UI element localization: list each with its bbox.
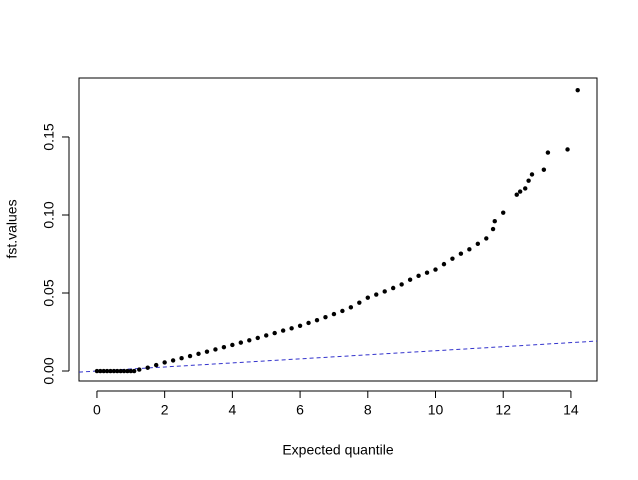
point: [137, 367, 142, 372]
y-tick-label: 0.15: [41, 123, 57, 150]
point: [575, 87, 580, 93]
point: [467, 247, 472, 252]
point: [357, 300, 362, 305]
point: [526, 178, 531, 183]
point: [125, 368, 130, 374]
point: [230, 342, 235, 348]
point: [247, 338, 252, 343]
point: [399, 282, 404, 287]
point: [306, 320, 311, 326]
point: [348, 305, 354, 310]
point: [390, 285, 396, 291]
x-tick-label: 6: [296, 402, 304, 418]
point: [323, 314, 328, 320]
point: [382, 289, 387, 294]
x-axis-label: Expected quantile: [282, 442, 394, 458]
point: [529, 172, 535, 177]
point: [517, 189, 523, 194]
point: [365, 295, 370, 300]
point: [115, 368, 120, 374]
point: [523, 186, 528, 191]
point: [450, 256, 455, 261]
x-tick-label: 14: [563, 402, 579, 418]
y-tick-label: 0.10: [41, 201, 57, 228]
point: [441, 261, 447, 267]
x-tick-label: 10: [428, 402, 444, 418]
point: [475, 241, 481, 247]
point: [101, 368, 106, 374]
point: [108, 368, 113, 374]
point: [374, 292, 379, 297]
point: [111, 368, 117, 374]
point: [153, 362, 159, 368]
point: [264, 333, 269, 338]
point: [131, 368, 137, 374]
point: [94, 368, 100, 374]
point: [297, 323, 303, 328]
point: [204, 349, 210, 354]
x-tick-label: 8: [364, 402, 372, 418]
point: [187, 353, 193, 359]
y-tick-label: 0.00: [41, 357, 57, 384]
point: [145, 365, 150, 370]
point: [407, 277, 413, 282]
plot-frame: [78, 77, 598, 382]
point: [514, 192, 519, 197]
point: [331, 311, 337, 317]
point: [340, 308, 345, 314]
point: [280, 328, 286, 333]
point: [179, 356, 184, 361]
x-tick-label: 0: [93, 402, 101, 418]
point: [121, 368, 127, 374]
point: [238, 340, 244, 345]
point: [492, 219, 497, 224]
x-tick-label: 4: [228, 402, 236, 418]
point: [289, 326, 294, 331]
point: [490, 226, 496, 232]
point: [416, 273, 421, 279]
x-tick-label: 12: [495, 402, 511, 418]
point: [501, 210, 506, 215]
point: [458, 251, 464, 256]
point: [170, 358, 176, 363]
point: [424, 270, 430, 275]
point: [541, 167, 547, 172]
point: [213, 347, 218, 352]
reference-line: [78, 340, 598, 373]
point: [162, 360, 167, 365]
point: [545, 150, 551, 155]
point: [196, 351, 201, 357]
point: [433, 267, 438, 272]
point: [104, 368, 110, 374]
point: [128, 368, 133, 374]
point: [221, 344, 227, 350]
point: [98, 368, 103, 374]
point: [118, 368, 123, 374]
y-tick-label: 0.05: [41, 279, 57, 306]
point: [272, 330, 277, 336]
y-axis-label: fst.values: [4, 199, 20, 258]
point: [565, 147, 570, 152]
point: [255, 335, 260, 341]
x-tick-label: 2: [161, 402, 169, 418]
point: [314, 317, 320, 323]
point: [484, 236, 489, 241]
